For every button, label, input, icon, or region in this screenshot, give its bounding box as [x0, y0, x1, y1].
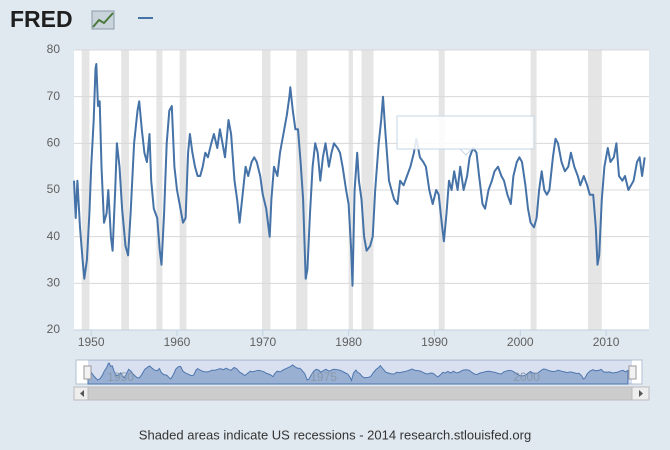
scrollbar-thumb[interactable]: [87, 386, 633, 401]
x-tick-label: 1960: [164, 335, 191, 349]
navigator-tick-label: 1950: [107, 370, 134, 384]
navigator-tick-label: 2000: [513, 370, 540, 384]
logo: FRED: [10, 6, 73, 32]
y-tick-label: 60: [47, 136, 61, 150]
tooltip-arrow: [458, 148, 474, 156]
y-tick-label: 80: [47, 42, 61, 56]
navigator-handle-right[interactable]: [628, 365, 637, 380]
y-tick-label: 20: [47, 322, 61, 336]
tooltip: [396, 115, 535, 150]
navigator-selection[interactable]: [88, 360, 632, 384]
x-tick-label: 2010: [593, 335, 620, 349]
x-tick-label: 1950: [78, 335, 105, 349]
footer: Shaded areas indicate US recessions - 20…: [139, 427, 531, 442]
scroll-left[interactable]: [80, 390, 84, 397]
navigator-handle-left[interactable]: [83, 365, 92, 380]
x-tick-label: 2000: [507, 335, 534, 349]
y-tick-label: 70: [47, 89, 61, 103]
x-tick-label: 1990: [421, 335, 448, 349]
navigator[interactable]: [75, 359, 643, 385]
y-tick-label: 30: [47, 276, 61, 290]
logo-icon: [91, 10, 115, 30]
navigator-area: [87, 362, 629, 385]
x-tick-label: 1980: [335, 335, 362, 349]
scroll-right[interactable]: [639, 390, 643, 397]
navigator-tick-label: 1975: [310, 370, 337, 384]
series-line: [73, 63, 646, 287]
y-tick-label: 50: [47, 182, 61, 196]
x-tick-label: 1970: [249, 335, 276, 349]
y-tick-label: 40: [47, 229, 61, 243]
